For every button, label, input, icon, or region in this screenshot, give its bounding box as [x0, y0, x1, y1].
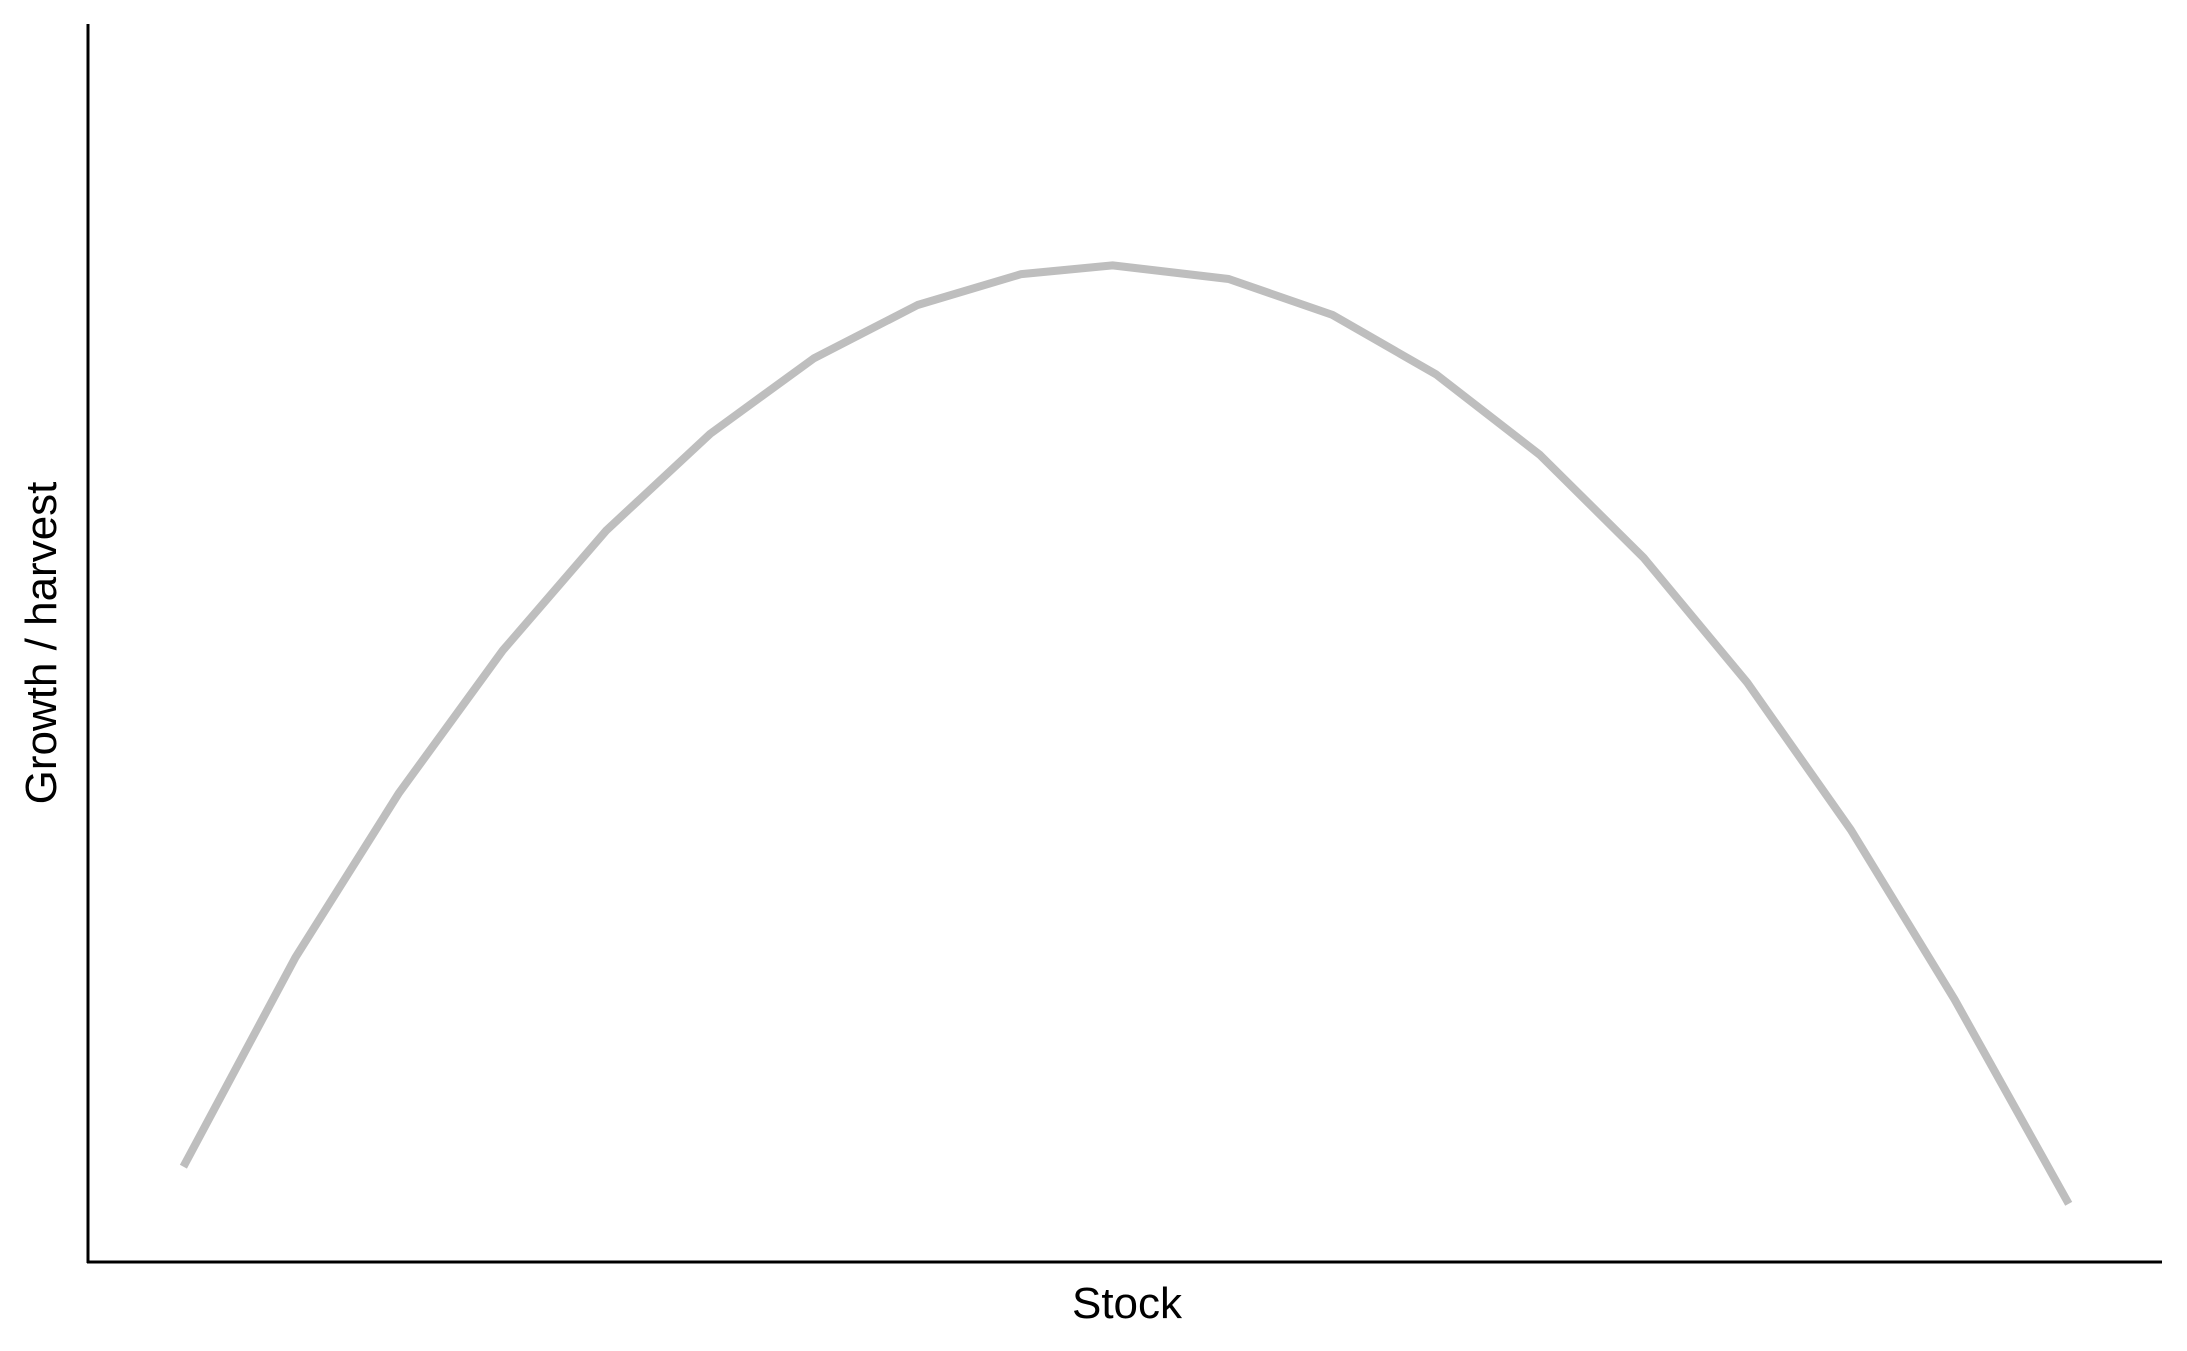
curve [179, 261, 2073, 1206]
y-axis-label: Growth / harvest [17, 482, 66, 805]
x-axis-label: Stock [1072, 1279, 1183, 1328]
